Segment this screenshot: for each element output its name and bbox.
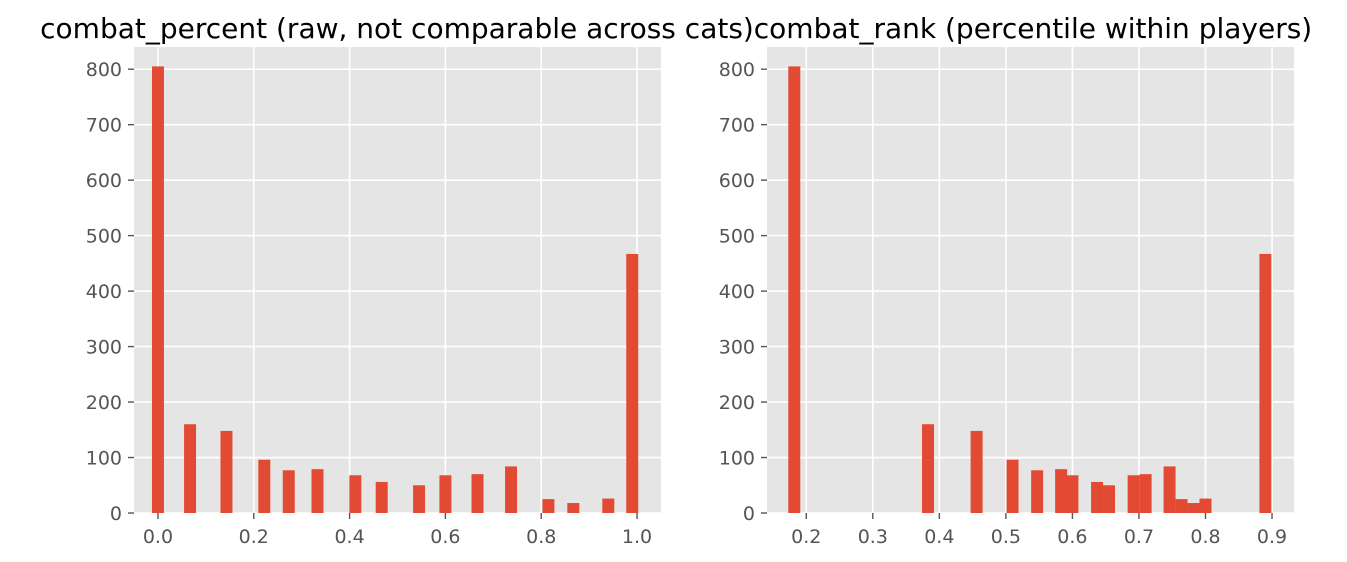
histogram-bar bbox=[375, 481, 388, 513]
histogram-bar bbox=[970, 430, 983, 513]
histogram-bar bbox=[542, 499, 555, 513]
histogram-bar bbox=[258, 459, 271, 513]
x-tick-label: 0.4 bbox=[334, 526, 364, 548]
histogram-bar bbox=[311, 469, 324, 513]
histogram-bar bbox=[1259, 253, 1272, 513]
y-tick-label: 500 bbox=[719, 226, 755, 248]
x-tick-label: 0.2 bbox=[791, 526, 821, 548]
histogram-bar bbox=[151, 66, 164, 514]
histogram-bar bbox=[1127, 475, 1140, 513]
histogram-bar bbox=[1139, 474, 1152, 513]
histogram-bar bbox=[184, 424, 197, 513]
histogram-bar bbox=[602, 498, 615, 513]
y-tick-label: 0 bbox=[110, 503, 122, 525]
y-tick-label: 0 bbox=[743, 503, 755, 525]
y-tick-label: 800 bbox=[719, 59, 755, 81]
y-tick-label: 300 bbox=[86, 337, 122, 359]
y-tick-label: 300 bbox=[719, 337, 755, 359]
y-tick-label: 600 bbox=[86, 170, 122, 192]
y-tick-label: 200 bbox=[86, 392, 122, 414]
histogram-bar bbox=[1091, 481, 1104, 513]
plot-background bbox=[134, 47, 661, 513]
y-tick-label: 800 bbox=[86, 59, 122, 81]
y-tick-label: 700 bbox=[719, 115, 755, 137]
histogram-bar bbox=[349, 475, 362, 513]
y-axis-ticks: 0 100 200 300 400 500 600 700 800 bbox=[719, 59, 767, 525]
histogram-bar bbox=[1066, 475, 1079, 513]
combat-rank-chart: 0.2 0.3 0.4 0.5 0.6 0.7 0.8 0.9 0 100 200 300 400 50… bbox=[719, 12, 1313, 548]
y-tick-label: 700 bbox=[86, 115, 122, 137]
histogram-bar bbox=[1006, 459, 1019, 513]
x-axis-ticks: 0.0 0.2 0.4 0.6 0.8 1.0 bbox=[143, 513, 652, 548]
y-tick-label: 100 bbox=[86, 448, 122, 470]
histogram-bar bbox=[471, 474, 484, 513]
grid-lines bbox=[767, 47, 1294, 514]
histogram-bar bbox=[922, 424, 935, 513]
histogram-bar bbox=[282, 470, 295, 513]
y-tick-label: 400 bbox=[86, 281, 122, 303]
x-tick-label: 0.4 bbox=[924, 526, 954, 548]
x-tick-label: 0.5 bbox=[991, 526, 1021, 548]
x-tick-label: 0.7 bbox=[1124, 526, 1154, 548]
y-tick-label: 600 bbox=[719, 170, 755, 192]
y-axis-ticks: 0 100 200 300 400 500 600 700 800 bbox=[86, 59, 134, 525]
histogram-bar bbox=[1199, 498, 1212, 513]
x-tick-label: 1.0 bbox=[622, 526, 652, 548]
bars bbox=[788, 66, 1272, 514]
histogram-bar bbox=[1055, 469, 1068, 513]
histogram-bar bbox=[413, 485, 426, 513]
y-tick-label: 500 bbox=[86, 226, 122, 248]
x-tick-label: 0.6 bbox=[430, 526, 460, 548]
histogram-bar bbox=[1103, 485, 1116, 513]
histogram-bar bbox=[220, 430, 233, 513]
histogram-bar bbox=[788, 66, 801, 514]
histogram-bar bbox=[1175, 499, 1188, 513]
plot-background bbox=[767, 47, 1294, 513]
x-tick-label: 0.0 bbox=[143, 526, 173, 548]
bars bbox=[151, 66, 639, 514]
x-tick-label: 0.3 bbox=[858, 526, 888, 548]
histogram-bar bbox=[1187, 503, 1200, 513]
y-tick-label: 400 bbox=[719, 281, 755, 303]
x-tick-label: 0.8 bbox=[526, 526, 556, 548]
x-tick-label: 0.2 bbox=[239, 526, 269, 548]
combat-percent-chart: 0.0 0.2 0.4 0.6 0.8 1.0 0 100 200 300 400 500 600 70… bbox=[40, 12, 754, 548]
chart-title: combat_rank (percentile within players) bbox=[754, 12, 1312, 45]
histogram-bar bbox=[1163, 466, 1176, 513]
histogram-bar bbox=[1031, 470, 1044, 513]
x-tick-label: 0.6 bbox=[1057, 526, 1087, 548]
chart-title: combat_percent (raw, not comparable acro… bbox=[40, 12, 754, 45]
y-tick-label: 100 bbox=[719, 448, 755, 470]
x-tick-label: 0.9 bbox=[1257, 526, 1287, 548]
x-axis-ticks: 0.2 0.3 0.4 0.5 0.6 0.7 0.8 0.9 bbox=[791, 513, 1287, 548]
histogram-bar bbox=[439, 475, 452, 513]
histogram-bar bbox=[626, 253, 639, 513]
x-tick-label: 0.8 bbox=[1190, 526, 1220, 548]
histogram-bar bbox=[567, 503, 580, 513]
y-tick-label: 200 bbox=[719, 392, 755, 414]
histogram-bar bbox=[505, 466, 518, 513]
